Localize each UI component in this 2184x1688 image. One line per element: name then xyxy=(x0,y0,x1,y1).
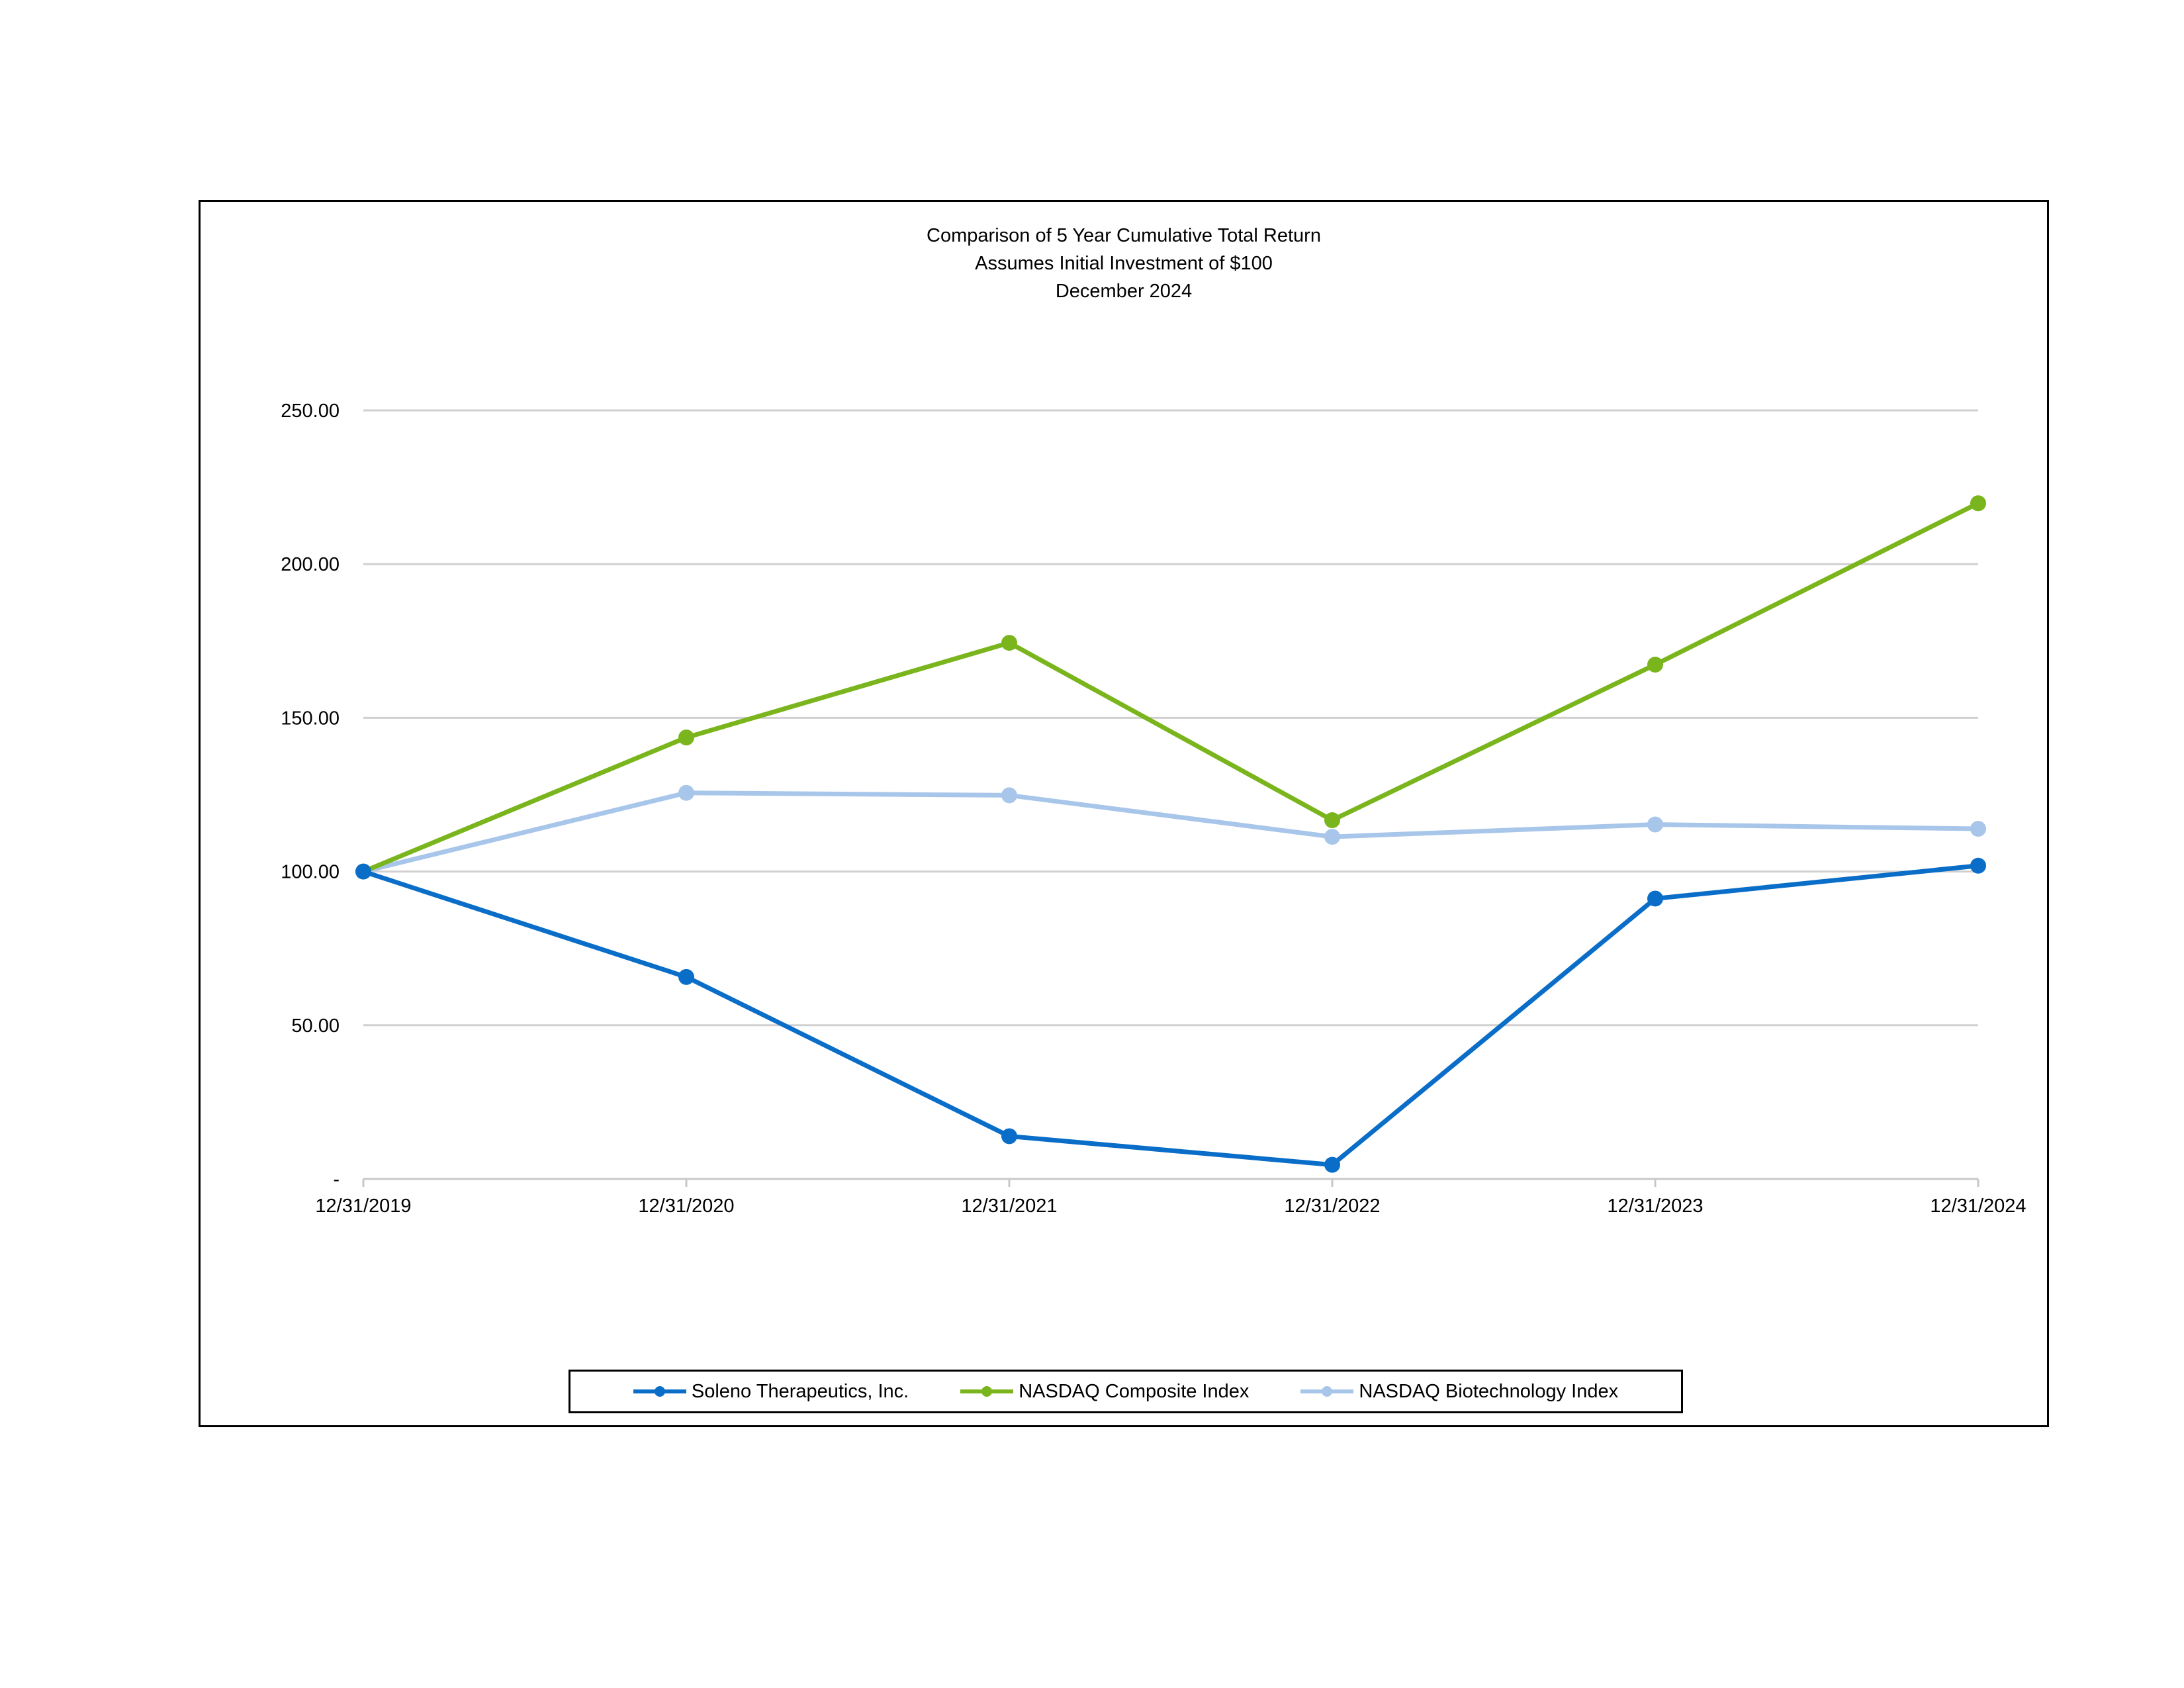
x-tick-label: 12/31/2021 xyxy=(961,1196,1057,1217)
chart-frame: Comparison of 5 Year Cumulative Total Re… xyxy=(199,200,2049,1427)
legend-swatch-nasdaq-composite xyxy=(960,1386,1014,1397)
series-1 xyxy=(355,495,1986,880)
y-tick-label: 200.00 xyxy=(281,554,340,575)
data-point xyxy=(1001,635,1017,651)
series-0 xyxy=(355,857,1986,1173)
y-tick-label: 250.00 xyxy=(281,400,340,422)
x-axis-tick-labels: 12/31/2019 12/31/2020 12/31/2021 12/31/2022… xyxy=(315,1196,2026,1217)
series-line xyxy=(363,790,1979,874)
legend-entry-soleno: Soleno Therapeutics, Inc. xyxy=(633,1381,909,1403)
data-point xyxy=(1001,1128,1017,1145)
chart-title: Comparison of 5 Year Cumulative Total Re… xyxy=(927,225,1321,246)
data-point xyxy=(1647,816,1663,833)
data-point xyxy=(1970,857,1986,874)
data-point xyxy=(1324,812,1340,829)
x-tick-label: 12/31/2019 xyxy=(315,1196,411,1217)
data-point xyxy=(678,784,694,801)
series-lines xyxy=(355,495,1986,1173)
legend: Soleno Therapeutics, Inc. NASDAQ Composi… xyxy=(569,1370,1683,1413)
legend-label-nasdaq-composite: NASDAQ Composite Index xyxy=(1019,1380,1250,1402)
x-axis xyxy=(362,1178,1979,1187)
chart-title-block: Comparison of 5 Year Cumulative Total Re… xyxy=(201,222,2047,305)
data-point xyxy=(1970,495,1986,512)
legend-label-nasdaq-biotech: NASDAQ Biotechnology Index xyxy=(1359,1380,1619,1402)
data-point xyxy=(1001,787,1017,804)
series-line xyxy=(362,501,1979,874)
line-chart: - 50.00 100.00 150.00 200.00 250.00 12/31/201… xyxy=(281,400,2026,1217)
series-2 xyxy=(355,784,1986,880)
data-point xyxy=(678,968,694,985)
legend-entry-nasdaq-composite: NASDAQ Composite Index xyxy=(960,1381,1249,1403)
series-line xyxy=(362,863,1979,1168)
gridlines xyxy=(363,409,1978,1027)
data-point xyxy=(1647,657,1663,673)
chart-subtitle-line-2: December 2024 xyxy=(1055,281,1193,302)
legend-swatch-soleno xyxy=(633,1386,686,1397)
y-tick-label: 150.00 xyxy=(281,708,340,729)
y-tick-label: 100.00 xyxy=(281,862,340,883)
y-tick-label: - xyxy=(333,1169,340,1190)
data-point xyxy=(1970,821,1986,837)
chart-subtitle-line-1: Assumes Initial Investment of $100 xyxy=(975,253,1273,274)
legend-label-soleno: Soleno Therapeutics, Inc. xyxy=(691,1380,909,1402)
data-point xyxy=(678,729,694,746)
y-axis-tick-labels: - 50.00 100.00 150.00 200.00 250.00 xyxy=(281,400,340,1190)
legend-entry-nasdaq-biotech: NASDAQ Biotechnology Index xyxy=(1300,1381,1618,1403)
data-point xyxy=(1647,890,1663,907)
y-tick-label: 50.00 xyxy=(291,1015,340,1037)
data-point xyxy=(1324,829,1340,845)
x-tick-label: 12/31/2023 xyxy=(1607,1196,1703,1217)
x-tick-label: 12/31/2020 xyxy=(638,1196,734,1217)
legend-swatch-nasdaq-biotech xyxy=(1300,1386,1354,1397)
x-tick-label: 12/31/2022 xyxy=(1284,1196,1380,1217)
data-point xyxy=(355,863,371,880)
data-point xyxy=(1324,1156,1340,1173)
x-tick-label: 12/31/2024 xyxy=(1930,1196,2026,1217)
